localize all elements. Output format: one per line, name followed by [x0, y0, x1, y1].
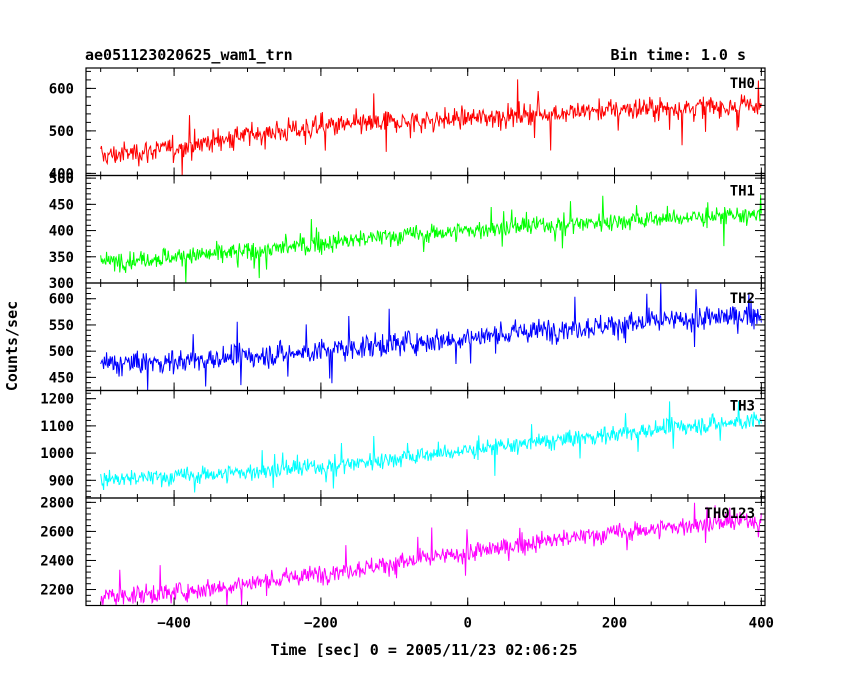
plot-title: ae051123020625_wam1_trn: [85, 46, 293, 64]
panel-label-th3: TH3: [730, 399, 755, 415]
y-tick-label: 450: [49, 197, 74, 213]
y-tick-label: 2800: [40, 495, 74, 511]
y-tick-label: 600: [49, 292, 74, 308]
y-tick-label: 500: [49, 124, 74, 140]
bin-time-label: Bin time: 1.0 s: [611, 46, 746, 64]
y-tick-label: 400: [49, 166, 74, 182]
x-tick-label: 200: [602, 616, 627, 632]
series-th1: [100, 194, 762, 283]
y-tick-label: 2200: [40, 583, 74, 599]
panel-frame: [85, 497, 766, 607]
y-tick-label: 1200: [40, 392, 74, 408]
y-tick-label: 450: [49, 370, 74, 386]
y-tick-label: 350: [49, 250, 74, 266]
x-tick-label: 400: [749, 616, 774, 632]
series-th3: [100, 401, 762, 493]
y-tick-label: 900: [49, 473, 74, 489]
series-th0123: [100, 502, 762, 606]
panel-label-th0: TH0: [730, 76, 755, 92]
y-tick-label: 550: [49, 318, 74, 334]
panel-label-th0123: TH0123: [704, 506, 755, 522]
panel-frame: [85, 174, 766, 284]
series-th2: [100, 283, 762, 391]
y-tick-label: 500: [49, 171, 74, 187]
x-axis-label: Time [sec] 0 = 2005/11/23 02:06:25: [270, 641, 577, 659]
series-th0: [100, 79, 762, 176]
x-tick-label: 0: [463, 616, 471, 632]
panel-th3: 900 1000 1100 1200 TH3: [40, 389, 766, 499]
panel-th1: 300 350 400 450 500 TH1: [49, 171, 766, 292]
y-tick-label: 600: [49, 81, 74, 97]
y-tick-label: 300: [49, 276, 74, 292]
panel-frame: [85, 282, 766, 392]
y-tick-label: 400: [49, 224, 74, 240]
panel-frame: [85, 389, 766, 499]
panel-label-th2: TH2: [730, 291, 755, 307]
y-tick-label: 1100: [40, 419, 74, 435]
x-tick-label: −400: [157, 616, 191, 632]
y-tick-label: 2600: [40, 524, 74, 540]
y-tick-label: 500: [49, 344, 74, 360]
panel-th0: 400 500 600 TH0: [49, 67, 766, 182]
y-axis-label: Counts/sec: [3, 301, 21, 391]
y-tick-label: 1000: [40, 446, 74, 462]
x-axis: −400 −200 0 200 400: [157, 616, 774, 632]
x-tick-label: −200: [304, 616, 338, 632]
panel-th0123: 2200 2400 2600 2800 TH0123: [40, 495, 766, 607]
panel-label-th1: TH1: [730, 184, 755, 200]
panel-th2: 450 500 550 600 TH2: [49, 282, 766, 392]
y-tick-label: 2400: [40, 553, 74, 569]
